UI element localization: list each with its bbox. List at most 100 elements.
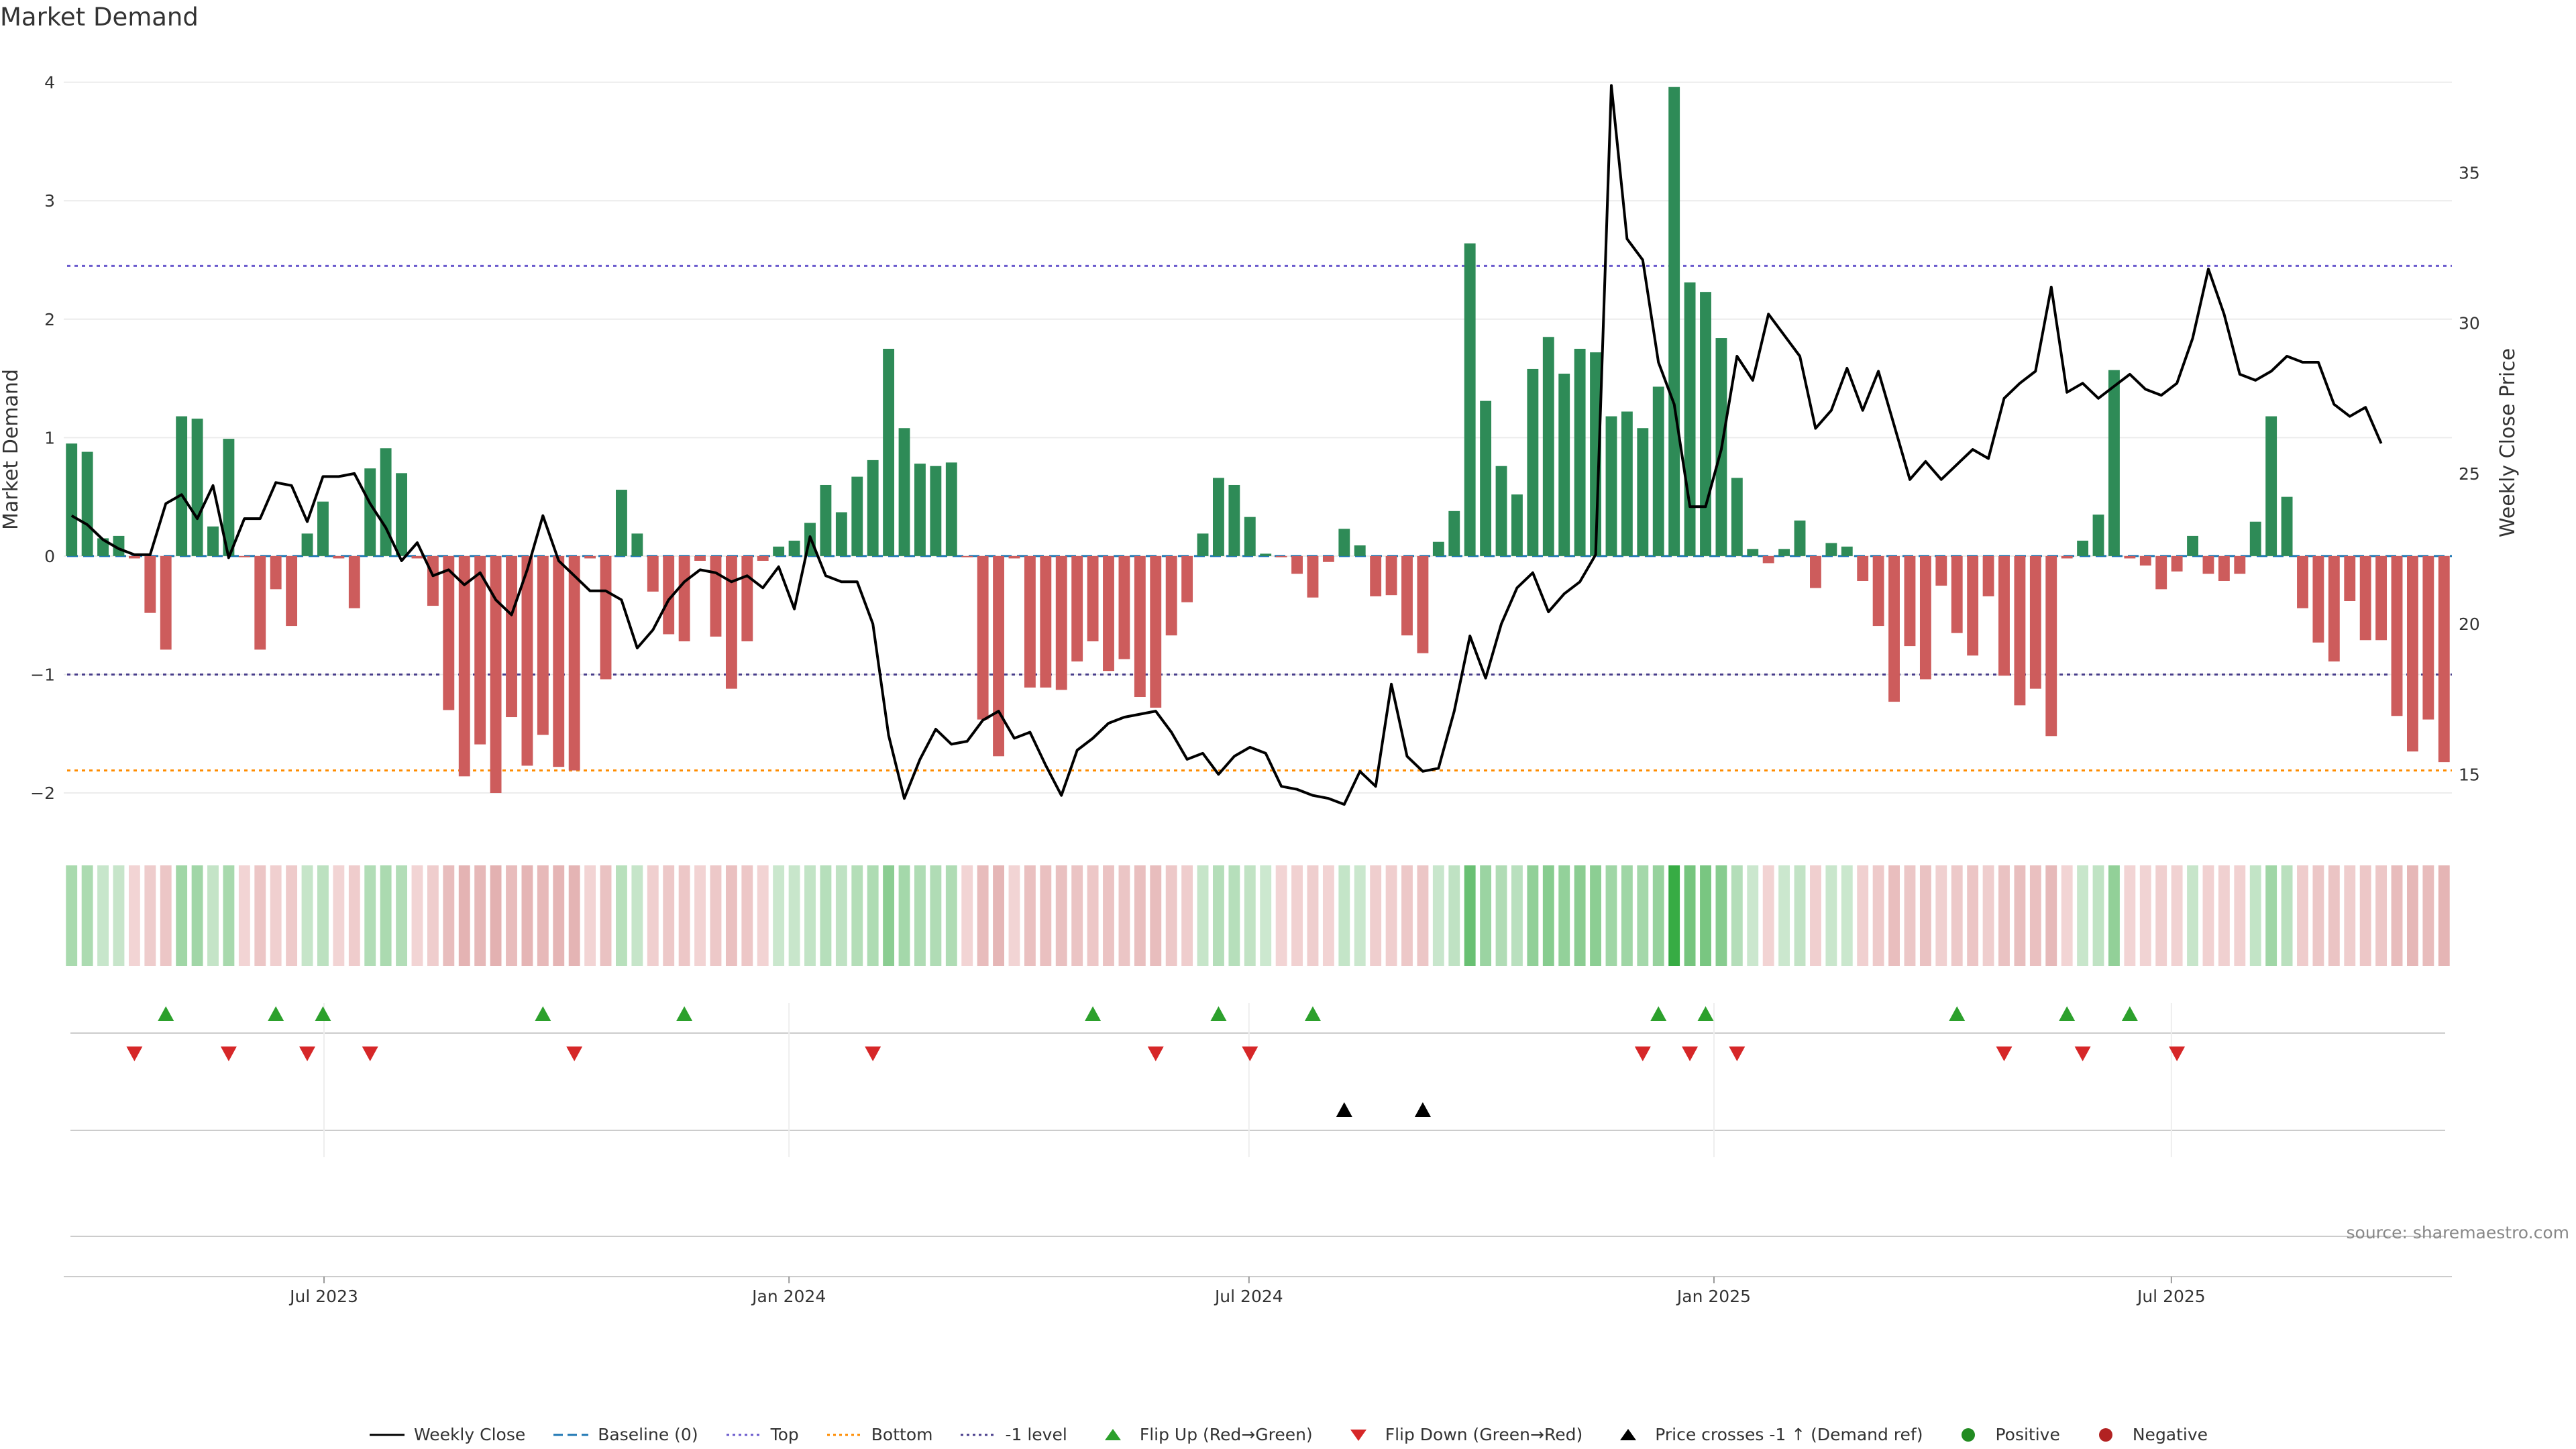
demand-bar [1527,368,1539,556]
demand-bar [1621,411,1633,556]
demand-bar [1322,555,1334,562]
heat-cell [820,865,832,966]
heat-cell [1291,865,1303,966]
x-tick-label: Jul 2024 [1214,1287,1283,1306]
demand-bar [191,419,203,556]
heat-cell [1417,865,1429,966]
demand-bar [364,468,376,556]
demand-bar [2234,555,2246,574]
demand-bar [1857,555,1869,581]
demand-bar [631,533,643,556]
demand-bar [1511,494,1523,556]
heat-cell [1715,865,1727,966]
demand-bar [2029,555,2041,689]
heat-cell [238,865,250,966]
flip-up-marker [1210,1006,1227,1021]
demand-bar [1480,400,1492,556]
heat-cell [1244,865,1256,966]
heat-cell [1904,865,1916,966]
heat-cell [663,865,675,966]
demand-bar [521,555,533,766]
heat-cell [1558,865,1570,966]
heat-cell [600,865,612,966]
demand-bar [1904,555,1916,647]
legend-label: -1 level [1005,1425,1067,1444]
price-cross-marker [1414,1102,1431,1117]
demand-bar [1118,555,1130,659]
demand-bar [553,555,565,767]
heat-cell [1354,865,1366,966]
demand-bar [2077,540,2089,556]
y-tick-label: 0 [44,547,55,566]
demand-bar [1401,555,1413,636]
legend-label: Flip Up (Red→Green) [1139,1425,1313,1444]
heat-cell [521,865,533,966]
chart-title: Market Demand [0,3,199,32]
flip-up-marker [1304,1006,1321,1021]
demand-bar [2045,555,2057,737]
heat-cell [741,865,753,966]
heat-cell [1888,865,1900,966]
demand-bar [254,555,266,650]
demand-bar [270,555,282,590]
demand-bar [1731,478,1743,556]
demand-bar [1652,386,1664,556]
heat-cell [348,865,360,966]
heat-cell [2375,865,2387,966]
demand-bar [1951,555,1963,633]
heat-cell [1008,865,1020,966]
demand-bar [835,512,847,556]
demand-bar [301,533,313,556]
x-tick-label: Jan 2025 [1676,1287,1751,1306]
flip-down-marker [1147,1046,1164,1061]
demand-bar [1935,555,1947,586]
demand-bar [1982,555,1994,596]
heat-cell [1935,865,1947,966]
heat-cell [1228,865,1240,966]
demand-bar [2344,555,2356,601]
demand-bar [1700,292,1711,556]
demand-bar [1087,555,1099,642]
flip-down-marker [1634,1046,1651,1061]
heat-cell [1464,865,1476,966]
heat-cell [757,865,769,966]
flip-up-marker [158,1006,174,1021]
demand-bar [1542,337,1554,556]
demand-bar [1024,555,1036,688]
demand-bar [930,466,942,556]
heat-cell [2218,865,2230,966]
heat-cell [584,865,596,966]
heat-cell [788,865,800,966]
legend-symbol [1350,1429,1366,1441]
demand-bar [1244,517,1256,556]
demand-bar [1558,374,1570,556]
flip-down-marker [2169,1046,2186,1061]
heat-cell [2029,865,2041,966]
demand-bar [223,439,235,556]
heat-cell [2061,865,2073,966]
flip-down-marker [1242,1046,1258,1061]
demand-bar [914,464,926,556]
heat-cell [1825,865,1837,966]
demand-bar [2297,555,2308,608]
demand-bar [1197,533,1209,556]
demand-bar [2375,555,2387,641]
heat-cell [2438,865,2450,966]
heat-cell [380,865,392,966]
demand-bar [2155,555,2167,590]
heat-cell [1448,865,1460,966]
heat-cell [1605,865,1617,966]
heat-cell [113,865,125,966]
heat-cell [1024,865,1036,966]
heat-cell [2139,865,2151,966]
heat-cell [2108,865,2120,966]
legend-item-price-cross: Price crosses -1 ↑ (Demand ref) [1609,1425,1923,1444]
heat-cell [1967,865,1979,966]
heat-cell [2124,865,2136,966]
demand-bar [1134,555,1146,698]
heat-cell [317,865,329,966]
demand-bar [2092,515,2104,556]
legend-label: Bottom [871,1425,933,1444]
demand-bar [663,555,675,635]
heat-cell [427,865,439,966]
